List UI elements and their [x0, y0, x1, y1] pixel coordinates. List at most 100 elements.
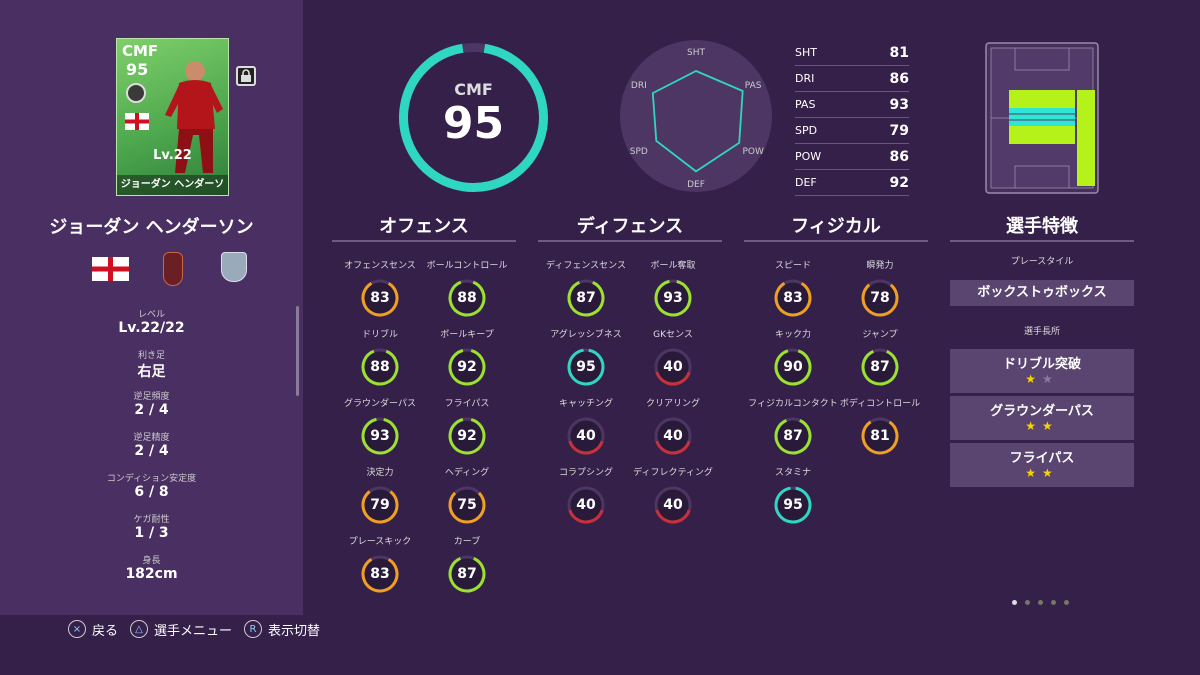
ring-fill	[361, 486, 399, 524]
star-icon: ★	[1025, 372, 1042, 386]
attribute-item: ヘディング 75	[422, 457, 512, 525]
page-dot[interactable]	[1051, 600, 1056, 605]
attribute-ring: 95	[773, 485, 813, 525]
attribute-ring: 75	[447, 485, 487, 525]
attribute-item: キャッチング 40	[541, 388, 631, 456]
skill-item[interactable]: ドリブル突破 ★★	[950, 349, 1134, 393]
badge-icon	[126, 83, 146, 103]
traits-section-title: 選手特徴	[950, 212, 1134, 242]
page-dot[interactable]	[1064, 600, 1069, 605]
control-label[interactable]: 戻る	[92, 623, 119, 639]
attribute-value: 75	[457, 497, 477, 513]
attribute-ring-gauge	[654, 348, 692, 386]
attribute-value: 81	[870, 428, 890, 444]
button-guide: × 戻る △ 選手メニュー R 表示切替	[68, 619, 332, 639]
page-indicator	[1012, 600, 1069, 605]
attribute-label: 瞬発力	[866, 261, 894, 271]
controller-button-icon: R	[244, 620, 263, 638]
star-icon: ★	[1025, 419, 1042, 433]
skill-item[interactable]: フライパス ★★	[950, 443, 1134, 487]
attribute-value: 87	[783, 428, 803, 444]
player-card[interactable]: CMF 95 Lv.22 ジョーダン ヘンダーソン	[116, 38, 229, 196]
stat-name: SPD	[795, 124, 818, 137]
scrollbar[interactable]	[296, 306, 299, 396]
stat-value: 93	[889, 96, 909, 113]
club-emblem-icon	[221, 252, 247, 282]
offense-section-title: オフェンス	[332, 212, 516, 242]
attribute-label: フィジカルコンタクト	[748, 399, 838, 409]
attribute-value: 87	[457, 566, 477, 582]
attribute-label: カーブ	[453, 537, 481, 547]
stat-row: DEF 92	[795, 170, 909, 196]
profile-item: レベル Lv.22/22	[0, 307, 303, 336]
attribute-item: 瞬発力 78	[835, 250, 925, 318]
attribute-label: ディフレクティング	[633, 468, 713, 478]
attribute-item: キック力 90	[748, 319, 838, 387]
attribute-ring: 83	[360, 554, 400, 594]
stat-row: SHT 81	[795, 40, 909, 66]
ring-fill	[567, 417, 605, 455]
ring-fill	[654, 417, 692, 455]
attribute-item: ディフレクティング 40	[628, 457, 718, 525]
profile-value: Lv.22/22	[118, 320, 185, 336]
attribute-ring: 40	[653, 485, 693, 525]
attribute-ring: 78	[860, 278, 900, 318]
attribute-item: ジャンプ 87	[835, 319, 925, 387]
skill-item[interactable]: グラウンダーパス ★★	[950, 396, 1134, 440]
radar-axis-label: POW	[742, 147, 764, 157]
attribute-ring: 87	[773, 416, 813, 456]
attribute-item: スピード 83	[748, 250, 838, 318]
attribute-ring: 40	[566, 416, 606, 456]
attribute-ring: 79	[360, 485, 400, 525]
control-label[interactable]: 表示切替	[268, 623, 321, 639]
attribute-ring-gauge	[448, 279, 486, 317]
attribute-ring-gauge	[448, 486, 486, 524]
attribute-item: フィジカルコンタクト 87	[748, 388, 838, 456]
physical-section-title: フィジカル	[744, 212, 928, 242]
profile-label: 逆足頻度	[133, 392, 170, 402]
stat-value: 86	[889, 148, 909, 165]
attribute-ring-gauge	[361, 417, 399, 455]
stat-row: SPD 79	[795, 118, 909, 144]
attribute-label: キャッチング	[558, 399, 613, 409]
attribute-value: 87	[870, 359, 890, 375]
attribute-label: ドリブル	[361, 330, 398, 340]
lock-icon[interactable]	[236, 66, 256, 86]
attribute-item: スタミナ 95	[748, 457, 838, 525]
attribute-item: フライパス 92	[422, 388, 512, 456]
attribute-ring: 83	[360, 278, 400, 318]
defense-section-title: ディフェンス	[538, 212, 722, 242]
attribute-ring: 88	[360, 347, 400, 387]
attribute-item: ボールコントロール 88	[422, 250, 512, 318]
position-pitch-map	[985, 42, 1099, 194]
attribute-label: フライパス	[444, 399, 490, 409]
attribute-ring-gauge	[567, 279, 605, 317]
stat-name: SHT	[795, 46, 817, 59]
attribute-value: 93	[663, 290, 683, 306]
attribute-item: ボールキープ 92	[422, 319, 512, 387]
skill-stars: ★★	[950, 466, 1134, 480]
attribute-label: オフェンスセンス	[344, 261, 416, 271]
page-dot[interactable]	[1012, 600, 1017, 605]
nationality-flag-icon	[92, 257, 129, 281]
card-rating: 95	[126, 60, 149, 79]
profile-item: 身長 182cm	[0, 553, 303, 582]
attribute-ring-gauge	[448, 348, 486, 386]
page-dot[interactable]	[1025, 600, 1030, 605]
stat-value: 81	[889, 44, 909, 61]
attribute-value: 40	[663, 428, 683, 444]
attribute-item: ドリブル 88	[335, 319, 425, 387]
page-dot[interactable]	[1038, 600, 1043, 605]
attribute-ring-gauge	[567, 417, 605, 455]
attribute-ring: 92	[447, 416, 487, 456]
attribute-label: スピード	[774, 261, 811, 271]
attribute-label: グラウンダーパス	[344, 399, 416, 409]
control-label[interactable]: 選手メニュー	[154, 623, 233, 639]
attribute-ring-gauge	[567, 348, 605, 386]
radar-axis-label: PAS	[745, 81, 762, 91]
attribute-value: 83	[783, 290, 803, 306]
stat-value: 92	[889, 174, 909, 191]
overall-rating: 95	[442, 98, 505, 149]
attribute-label: スタミナ	[774, 468, 811, 478]
attribute-ring: 87	[447, 554, 487, 594]
